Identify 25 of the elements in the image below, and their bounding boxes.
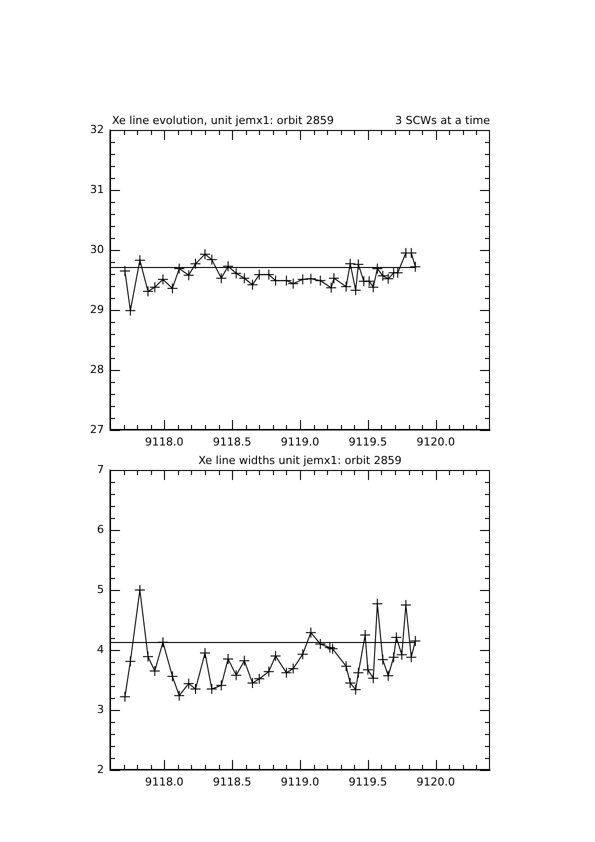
x-tick-label: 9120.0	[416, 775, 455, 788]
x-tick-label: 9118.0	[145, 775, 184, 788]
chart-title: Xe line evolution, unit jemx1: orbit 2859	[112, 114, 334, 127]
y-tick-label: 7	[97, 462, 104, 476]
y-tick-label: 4	[97, 642, 104, 656]
x-tick-label: 9118.5	[212, 435, 252, 448]
x-tick-label: 9119.0	[280, 435, 320, 448]
chart-title: Xe line widths unit jemx1: orbit 2859	[198, 454, 402, 467]
y-tick-label: 27	[90, 422, 104, 436]
y-tick-label: 28	[90, 362, 104, 376]
x-tick-label: 9119.0	[280, 775, 320, 788]
y-tick-label: 30	[90, 242, 104, 256]
x-tick-label: 9118.0	[145, 435, 184, 448]
chart-subtitle: 3 SCWs at a time	[395, 114, 490, 127]
x-tick-label: 9120.0	[416, 435, 455, 448]
y-tick-label: 32	[90, 122, 104, 136]
x-tick-label: 9118.5	[212, 775, 252, 788]
y-tick-label: 31	[90, 182, 104, 196]
y-tick-label: 29	[90, 302, 104, 316]
y-tick-label: 6	[97, 522, 104, 536]
x-tick-label: 9119.5	[348, 435, 388, 448]
y-tick-label: 2	[97, 762, 104, 776]
y-tick-label: 3	[97, 702, 104, 716]
x-tick-label: 9119.5	[348, 775, 388, 788]
y-tick-label: 5	[97, 582, 104, 596]
